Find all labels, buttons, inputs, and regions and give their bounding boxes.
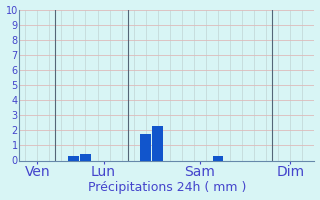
Bar: [140, 134, 151, 160]
X-axis label: Précipitations 24h ( mm ): Précipitations 24h ( mm ): [88, 181, 246, 194]
Bar: [68, 156, 79, 160]
Bar: [80, 154, 91, 160]
Bar: [152, 126, 163, 160]
Bar: [212, 156, 223, 160]
